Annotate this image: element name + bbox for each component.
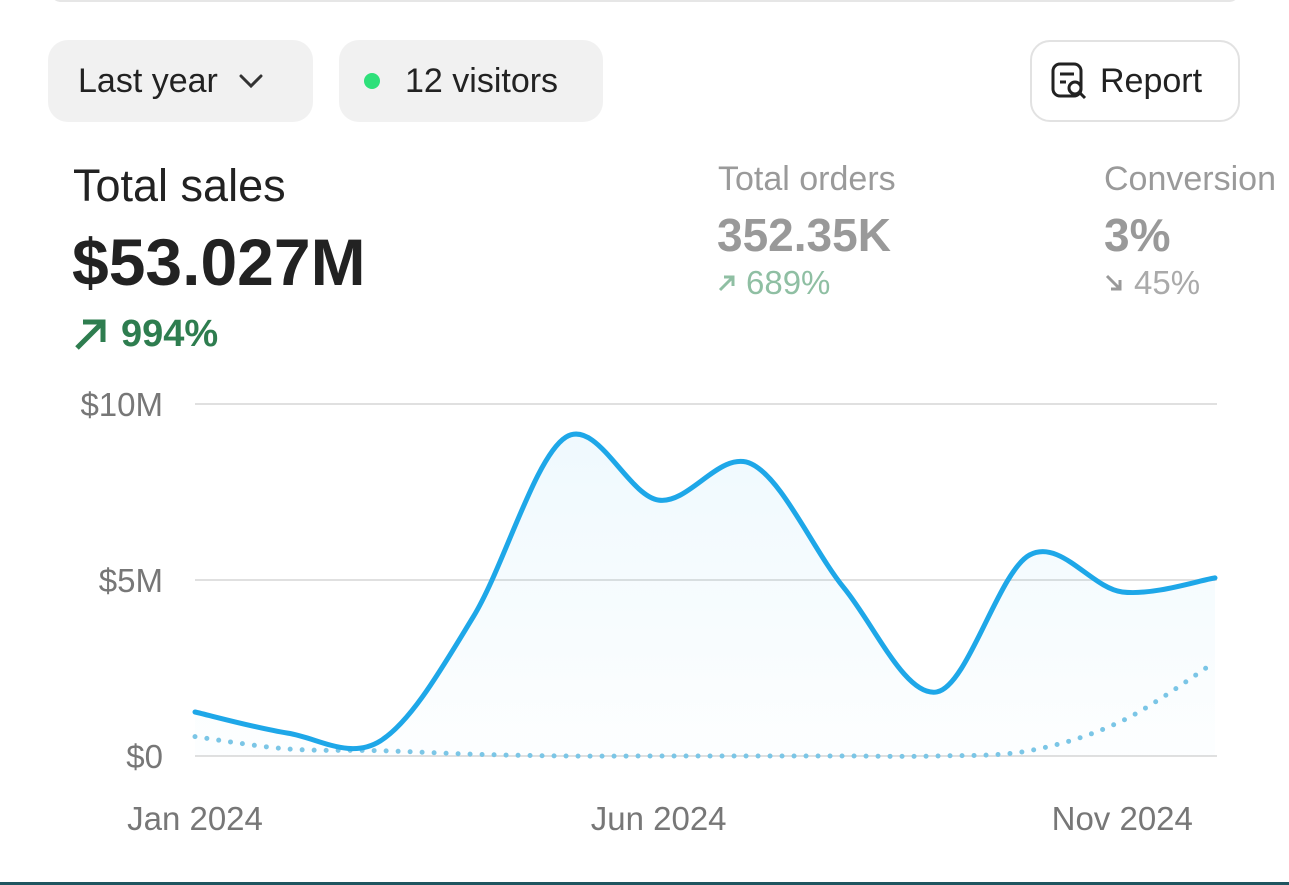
period-text: Last year [78, 61, 218, 100]
metric-value: 3% [1104, 209, 1171, 261]
report-text: Report [1100, 61, 1203, 100]
metric-change: 45% [1134, 264, 1201, 301]
metric-change: 689% [746, 264, 831, 301]
y-tick-label: $0 [126, 738, 163, 775]
live-dot [364, 73, 380, 89]
metric-label: Conversion [1104, 160, 1276, 198]
metric-label: Total sales [73, 160, 286, 211]
x-tick-label: Jun 2024 [591, 800, 727, 837]
report-button[interactable]: Report [1030, 40, 1240, 122]
visitors-button[interactable]: 12 visitors [339, 40, 603, 122]
down-arrow [1105, 274, 1122, 291]
metric-value: 352.35K [717, 209, 891, 261]
period-button[interactable]: Last year [48, 40, 313, 122]
line [192, 431, 1218, 752]
metric-value: $53.027M [72, 225, 366, 299]
y-tick-label: $5M [99, 562, 163, 599]
x-tick-label: Nov 2024 [1052, 800, 1193, 837]
bottom-border [0, 882, 1289, 885]
metric-label: Total orders [718, 160, 896, 198]
visitors-text: 12 visitors [405, 61, 559, 100]
up-arrow [75, 319, 106, 350]
report-icon [1051, 62, 1087, 100]
up-arrow [718, 275, 735, 292]
chevron-icon [239, 74, 263, 89]
metric-change: 994% [121, 313, 219, 355]
y-tick-label: $10M [80, 386, 163, 423]
area [195, 433, 1215, 756]
x-tick-label: Jan 2024 [127, 800, 263, 837]
